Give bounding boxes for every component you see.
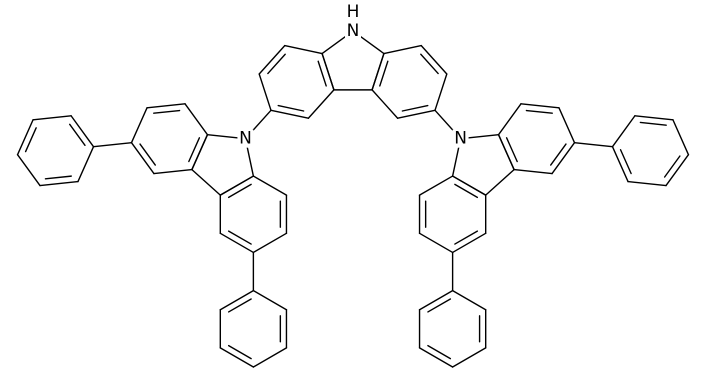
bond <box>258 73 272 112</box>
bond <box>184 103 209 136</box>
bond <box>484 168 515 196</box>
double-bond <box>188 137 201 163</box>
bond <box>130 141 155 175</box>
bond <box>70 115 95 148</box>
bond <box>77 145 95 183</box>
bond <box>451 347 487 368</box>
bond <box>39 180 79 187</box>
double-bond <box>24 127 37 153</box>
bonds <box>16 30 690 368</box>
bond <box>252 232 288 254</box>
bond <box>32 115 72 121</box>
atom-label: N <box>347 21 360 41</box>
double-bond <box>550 143 567 166</box>
double-bond <box>267 53 286 75</box>
bond <box>627 180 667 187</box>
double-bond <box>454 183 479 199</box>
bond <box>573 141 614 148</box>
bond <box>634 115 674 121</box>
bond <box>611 145 629 183</box>
bond <box>16 119 34 156</box>
double-bond <box>427 344 452 360</box>
bond <box>396 109 436 119</box>
double-bond <box>227 298 252 313</box>
bond <box>270 109 310 119</box>
double-bond <box>619 149 632 175</box>
double-bond <box>139 143 156 166</box>
bond <box>252 347 288 368</box>
bond <box>451 232 487 254</box>
bond <box>258 44 286 75</box>
bond <box>551 141 576 175</box>
atom-label-bg <box>452 129 469 148</box>
double-bond <box>420 53 439 75</box>
bond <box>219 289 255 311</box>
bond <box>451 289 487 311</box>
double-bond <box>317 60 327 87</box>
atom-label: H <box>347 2 360 22</box>
bond <box>418 232 454 254</box>
bond <box>383 44 422 55</box>
bond <box>219 175 255 196</box>
double-bond <box>44 175 72 180</box>
bond <box>130 107 148 144</box>
double-bond <box>379 60 389 87</box>
bond <box>16 153 41 187</box>
double-bond <box>505 137 518 163</box>
double-bond <box>277 104 305 112</box>
atom-label-bg <box>345 3 361 21</box>
atom-label-bg <box>345 22 361 41</box>
bond <box>558 107 576 144</box>
atom-label-bg <box>237 129 254 148</box>
bond <box>451 175 487 196</box>
bond <box>611 115 636 148</box>
bond <box>153 168 193 175</box>
bond <box>420 44 448 75</box>
bond <box>513 168 553 175</box>
double-bond <box>525 109 553 114</box>
bond <box>191 133 209 171</box>
bond <box>418 289 454 311</box>
bond <box>219 347 255 368</box>
double-bond <box>227 344 252 360</box>
bond <box>284 44 323 55</box>
bond <box>418 175 454 196</box>
bond <box>497 103 522 136</box>
bond <box>497 133 515 171</box>
double-bond <box>69 123 86 147</box>
bond <box>371 52 385 91</box>
atom-label: N <box>239 129 252 149</box>
bond <box>219 232 255 254</box>
bond <box>520 103 560 109</box>
double-bond <box>663 155 681 178</box>
double-bond <box>639 121 667 126</box>
bond <box>191 168 222 196</box>
double-bond <box>227 183 252 199</box>
double-bond <box>401 104 429 112</box>
double-bond <box>227 230 252 245</box>
bond <box>92 141 133 148</box>
bond <box>434 73 448 112</box>
atom-label: N <box>454 129 467 149</box>
double-bond <box>454 230 479 245</box>
bond <box>307 89 335 119</box>
bond <box>371 89 399 119</box>
bond <box>146 103 186 109</box>
bond <box>418 347 454 368</box>
double-bond <box>153 109 181 114</box>
bond <box>665 153 690 187</box>
bond <box>672 119 690 156</box>
bond <box>252 175 288 196</box>
bond <box>252 289 288 311</box>
double-bond <box>427 298 452 313</box>
bond <box>321 52 335 91</box>
